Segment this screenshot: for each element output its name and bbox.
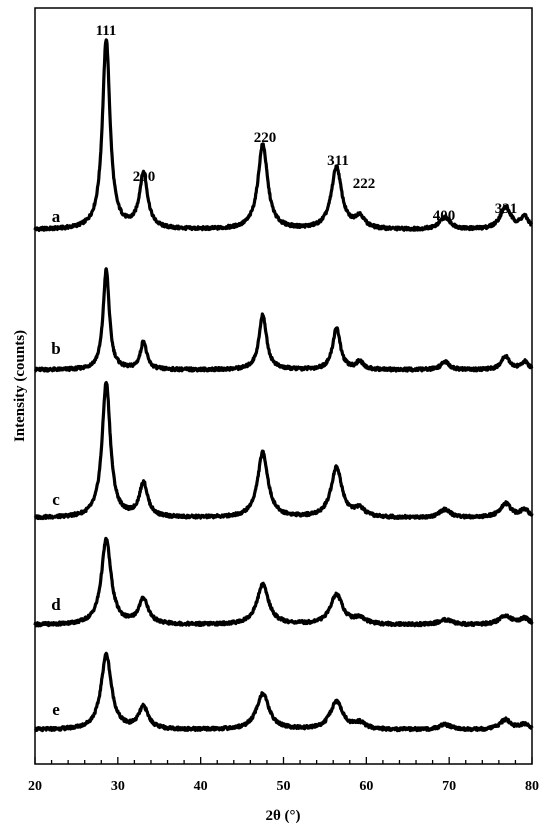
x-axis: 20 30 40 50 60 70 80 <box>28 757 539 794</box>
y-axis-label: Intensity (counts) <box>12 330 28 442</box>
series-line-a <box>33 38 534 233</box>
x-tick-label-70: 70 <box>442 779 456 794</box>
peak-label-111: 111 <box>96 23 117 39</box>
series-label-layer: a b c d e <box>51 207 61 719</box>
peak-label-331: 331 <box>495 201 518 217</box>
x-tick-label-30: 30 <box>111 779 125 794</box>
x-tick-label-40: 40 <box>194 779 208 794</box>
peak-label-220: 220 <box>254 130 277 146</box>
series-line-b <box>33 267 534 373</box>
series-line-c <box>33 381 534 521</box>
x-axis-label: 2θ (°) <box>265 808 300 824</box>
series-line-d <box>33 536 534 628</box>
series-label-d: d <box>51 595 61 614</box>
series-label-e: e <box>52 700 60 719</box>
peak-label-200: 200 <box>133 169 156 185</box>
series-line-e <box>33 651 534 733</box>
series-label-b: b <box>51 339 60 358</box>
x-tick-label-50: 50 <box>277 779 291 794</box>
peak-label-400: 400 <box>433 208 456 224</box>
peak-label-311: 311 <box>327 153 349 169</box>
series-label-c: c <box>52 490 60 509</box>
series-layer <box>33 38 534 733</box>
peak-label-222: 222 <box>353 176 376 192</box>
x-tick-label-80: 80 <box>525 779 539 794</box>
x-tick-label-60: 60 <box>359 779 373 794</box>
x-tick-label-20: 20 <box>28 779 42 794</box>
series-label-a: a <box>52 207 61 226</box>
